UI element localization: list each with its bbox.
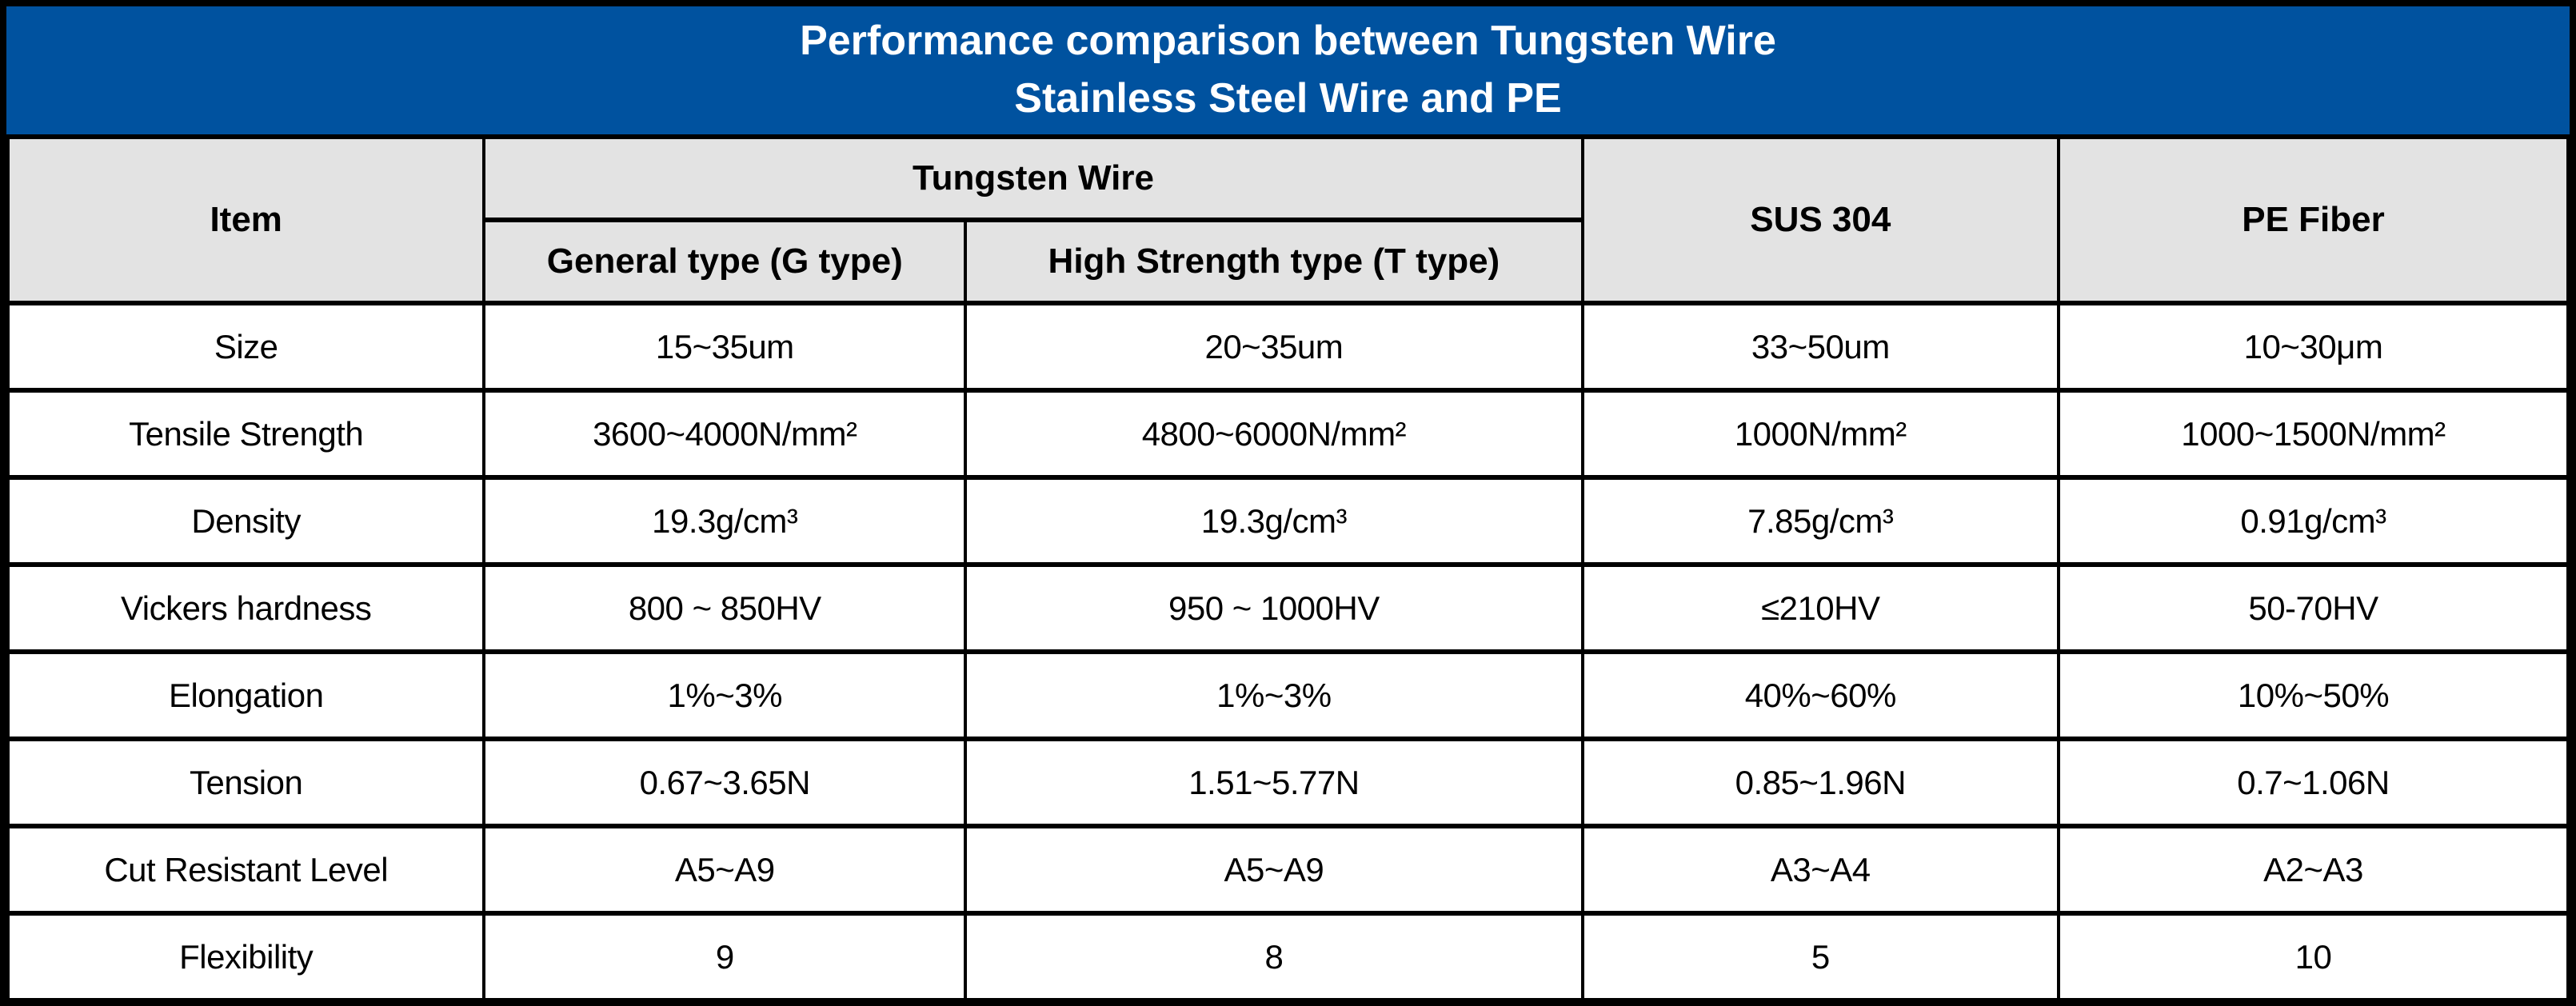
header-high-strength-type: High Strength type (T type): [964, 218, 1584, 305]
table-cell: 800 ~ 850HV: [482, 562, 968, 654]
table-cell: 950 ~ 1000HV: [964, 562, 1584, 654]
table-cell: 9: [482, 911, 968, 1003]
table-cell: A2~A3: [2056, 824, 2570, 916]
table-cell: 1000~1500N/mm²: [2056, 388, 2570, 480]
table-row: Flexibility 9 8 5 10: [6, 911, 2570, 1003]
table-cell: 50-70HV: [2056, 562, 2570, 654]
table-cell: 10~30μm: [2056, 301, 2570, 393]
table-cell: 33~50um: [1580, 301, 2060, 393]
header-pe-fiber: PE Fiber: [2056, 134, 2570, 305]
table-cell: 19.3g/cm³: [964, 475, 1584, 567]
row-label: Cut Resistant Level: [6, 824, 486, 916]
table-cell: 1%~3%: [964, 649, 1584, 741]
header-item: Item: [6, 134, 486, 305]
comparison-table: Item Tungsten Wire SUS 304 PE Fiber Gene…: [6, 134, 2570, 1003]
row-label: Tension: [6, 737, 486, 828]
row-label: Flexibility: [6, 911, 486, 1003]
table-header: Item Tungsten Wire SUS 304 PE Fiber Gene…: [6, 134, 2570, 305]
table-cell: 19.3g/cm³: [482, 475, 968, 567]
table-cell: 1000N/mm²: [1580, 388, 2060, 480]
table-cell: A5~A9: [482, 824, 968, 916]
table-cell: 40%~60%: [1580, 649, 2060, 741]
table-row: Tension 0.67~3.65N 1.51~5.77N 0.85~1.96N…: [6, 737, 2570, 828]
table-cell: A3~A4: [1580, 824, 2060, 916]
table-cell: 7.85g/cm³: [1580, 475, 2060, 567]
table-cell: 4800~6000N/mm²: [964, 388, 1584, 480]
table-row: Cut Resistant Level A5~A9 A5~A9 A3~A4 A2…: [6, 824, 2570, 916]
table-cell: 0.85~1.96N: [1580, 737, 2060, 828]
table-cell: ≤210HV: [1580, 562, 2060, 654]
header-row-sub: General type (G type) High Strength type…: [8, 218, 2568, 305]
table-row: Vickers hardness 800 ~ 850HV 950 ~ 1000H…: [6, 562, 2570, 654]
table-row: Size 15~35um 20~35um 33~50um 10~30μm: [6, 301, 2570, 393]
header-general-type: General type (G type): [482, 218, 968, 305]
table-cell: 20~35um: [964, 301, 1584, 393]
table-cell: 8: [964, 911, 1584, 1003]
table-cell: 15~35um: [482, 301, 968, 393]
header-row-top: Item Tungsten Wire SUS 304 PE Fiber: [6, 134, 2570, 305]
table-cell: A5~A9: [964, 824, 1584, 916]
title-line-2: Stainless Steel Wire and PE: [1014, 75, 1562, 122]
table-cell: 0.91g/cm³: [2056, 475, 2570, 567]
table-cell: 3600~4000N/mm²: [482, 388, 968, 480]
table-cell: 1%~3%: [482, 649, 968, 741]
table-cell: 5: [1580, 911, 2060, 1003]
table-row: Tensile Strength 3600~4000N/mm² 4800~600…: [6, 388, 2570, 480]
table-body: Size 15~35um 20~35um 33~50um 10~30μm Ten…: [6, 301, 2570, 1003]
header-sus304: SUS 304: [1580, 134, 2060, 305]
title-line-1: Performance comparison between Tungsten …: [800, 18, 1776, 65]
table-cell: 1.51~5.77N: [964, 737, 1584, 828]
table-row: Density 19.3g/cm³ 19.3g/cm³ 7.85g/cm³ 0.…: [6, 475, 2570, 567]
table-cell: 10%~50%: [2056, 649, 2570, 741]
row-label: Elongation: [6, 649, 486, 741]
table-cell: 10: [2056, 911, 2570, 1003]
row-label: Density: [6, 475, 486, 567]
row-label: Vickers hardness: [6, 562, 486, 654]
table-cell: 0.7~1.06N: [2056, 737, 2570, 828]
row-label: Size: [6, 301, 486, 393]
row-label: Tensile Strength: [6, 388, 486, 480]
table-cell: 0.67~3.65N: [482, 737, 968, 828]
table-title: Performance comparison between Tungsten …: [6, 6, 2570, 134]
table-row: Elongation 1%~3% 1%~3% 40%~60% 10%~50%: [6, 649, 2570, 741]
header-tungsten-wire: Tungsten Wire: [482, 134, 1584, 222]
